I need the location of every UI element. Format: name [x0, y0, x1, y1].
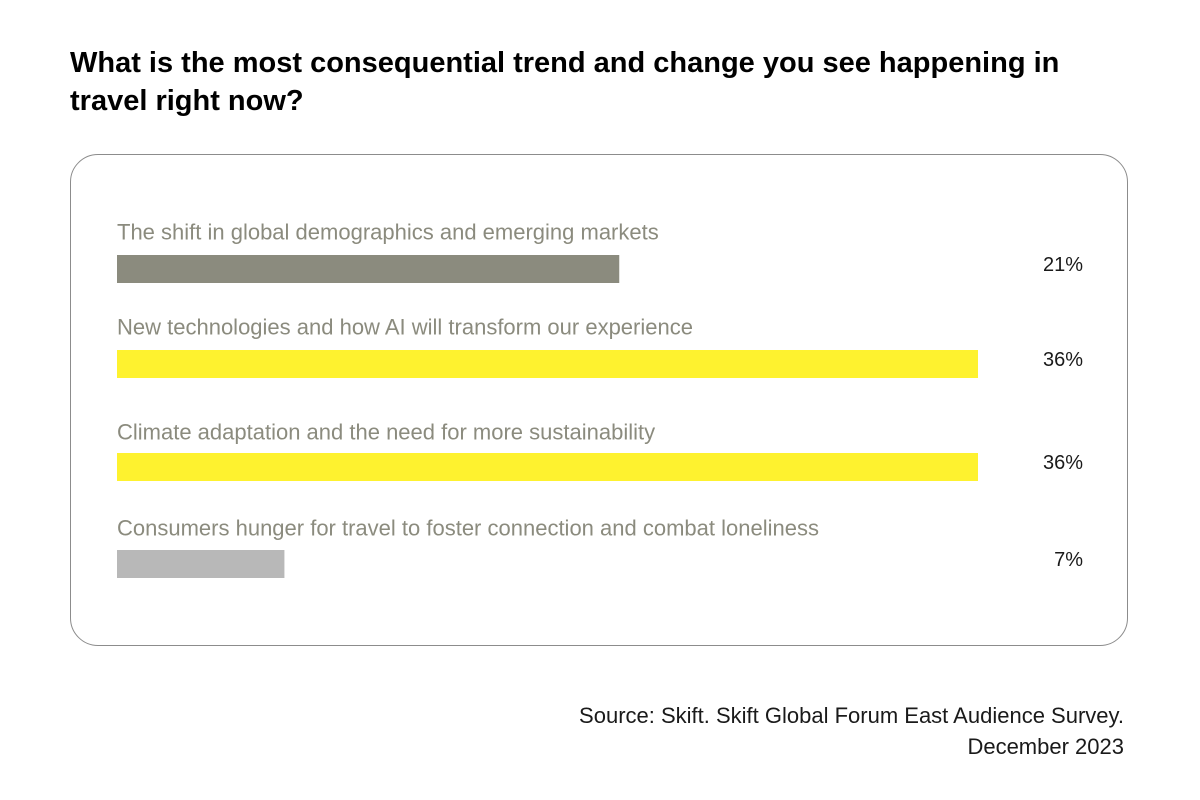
chart-card — [70, 154, 1128, 646]
bar — [117, 453, 978, 481]
bar — [117, 350, 978, 378]
value-label: 7% — [1054, 549, 1083, 571]
source-line-1: Source: Skift. Skift Global Forum East A… — [579, 703, 1124, 728]
category-label: Consumers hunger for travel to foster co… — [117, 516, 819, 541]
value-label: 36% — [1043, 349, 1083, 371]
bar — [117, 550, 285, 578]
value-label: 36% — [1043, 452, 1083, 474]
category-label: Climate adaptation and the need for more… — [117, 420, 655, 445]
source-note: Source: Skift. Skift Global Forum East A… — [579, 700, 1124, 762]
value-label: 21% — [1043, 254, 1083, 276]
category-label: The shift in global demographics and eme… — [117, 220, 659, 245]
source-line-2: December 2023 — [967, 734, 1124, 759]
category-label: New technologies and how AI will transfo… — [117, 315, 693, 340]
chart-title: What is the most consequential trend and… — [70, 47, 1060, 117]
bar — [117, 255, 620, 283]
